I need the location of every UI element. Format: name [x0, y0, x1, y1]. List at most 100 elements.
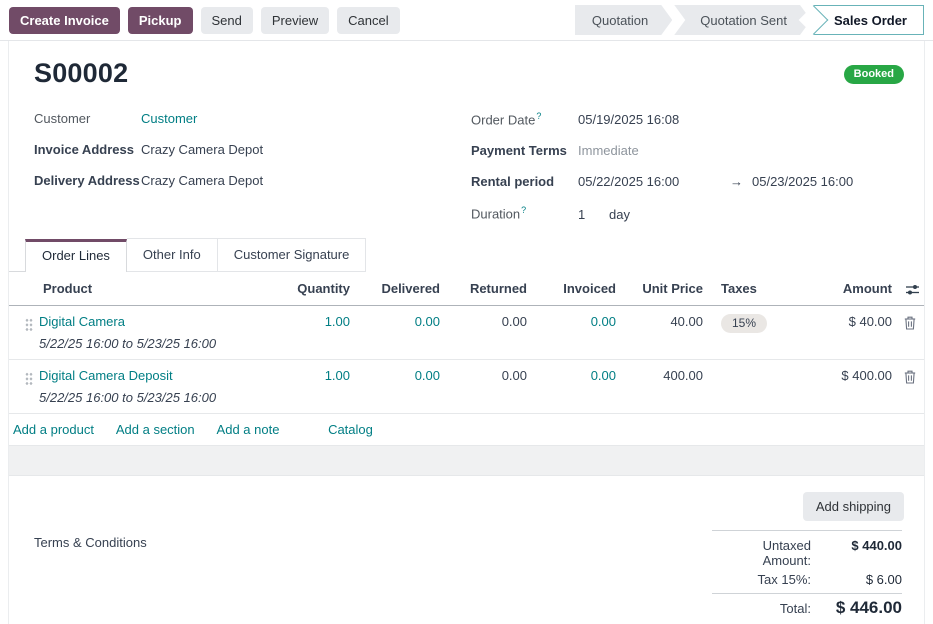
table-row[interactable]: Digital Camera Deposit 5/22/25 16:00 to … — [9, 359, 924, 414]
tab-other-info[interactable]: Other Info — [126, 237, 218, 272]
field-invoice-address: Invoice Address Crazy Camera Depot — [34, 142, 471, 157]
notebook-tabs: Order Lines Other Info Customer Signatur… — [9, 237, 908, 272]
invoiced-cell[interactable]: 0.00 — [590, 313, 616, 329]
field-group-left: Customer Customer Invoice Address Crazy … — [34, 111, 471, 238]
invoice-address-label: Invoice Address — [34, 142, 134, 157]
returned-cell[interactable]: 0.00 — [501, 367, 527, 383]
help-icon[interactable]: ? — [521, 205, 527, 216]
customer-value[interactable]: Customer — [141, 111, 198, 126]
untaxed-amount-value: $ 440.00 — [851, 537, 902, 553]
field-order-date: Order Date? 05/19/2025 16:08 — [471, 111, 900, 127]
rental-period-label: Rental period — [471, 174, 555, 190]
delete-row-button[interactable] — [903, 314, 917, 331]
add-a-section-link[interactable]: Add a section — [115, 421, 195, 437]
trash-icon — [904, 316, 916, 330]
field-rental-period: Rental period 05/22/2025 16:00 → 05/23/2… — [471, 174, 900, 189]
total-row: Total: $ 446.00 — [712, 592, 902, 620]
total-value: $ 446.00 — [835, 597, 902, 617]
returned-column-header[interactable]: Returned — [444, 271, 531, 306]
delivery-address-value[interactable]: Crazy Camera Depot — [141, 173, 264, 188]
totals-block: Untaxed Amount: $ 440.00 Tax 15%: $ 6.00… — [712, 529, 902, 620]
catalog-link[interactable]: Catalog — [328, 421, 373, 437]
order-date-value[interactable]: 05/19/2025 16:08 — [578, 112, 680, 128]
field-customer: Customer Customer — [34, 111, 471, 126]
field-duration: Duration? 1 day — [471, 205, 900, 221]
duration-label: Duration? — [471, 205, 527, 222]
arrow-right-icon: → — [730, 174, 743, 190]
invoiced-cell[interactable]: 0.00 — [590, 367, 616, 383]
add-a-product-link[interactable]: Add a product — [13, 421, 94, 437]
create-invoice-button[interactable]: Create Invoice — [9, 6, 120, 34]
cancel-button[interactable]: Cancel — [337, 6, 400, 34]
delivery-address-label: Delivery Address — [34, 173, 140, 188]
table-header-row: Product Quantity Delivered Returned Invo… — [9, 271, 924, 306]
untaxed-amount-row: Untaxed Amount: $ 440.00 — [712, 529, 902, 570]
tax-row: Tax 15%: $ 6.00 — [712, 570, 902, 589]
product-link[interactable]: Digital Camera — [39, 313, 125, 329]
returned-cell[interactable]: 0.00 — [501, 313, 527, 329]
field-group-right: Order Date? 05/19/2025 16:08 Payment Ter… — [471, 111, 900, 238]
status-step-quotation-sent[interactable]: Quotation Sent — [674, 5, 811, 35]
table-add-row: Add a product Add a section Add a note C… — [9, 413, 924, 446]
drag-handle-icon[interactable] — [25, 371, 33, 385]
duration-value[interactable]: 1 — [578, 206, 586, 222]
payment-terms-label: Payment Terms — [471, 143, 567, 159]
duration-unit: day — [609, 206, 630, 222]
taxes-column-header[interactable]: Taxes — [707, 271, 807, 306]
rental-period-text: 5/22/25 16:00 to 5/23/25 16:00 — [39, 389, 217, 405]
invoiced-column-header[interactable]: Invoiced — [531, 271, 620, 306]
send-button[interactable]: Send — [200, 6, 253, 34]
status-badge: Booked — [843, 65, 904, 84]
field-payment-terms: Payment Terms Immediate — [471, 143, 900, 158]
drag-handle-icon[interactable] — [25, 317, 33, 331]
status-bar: Quotation Quotation Sent Sales Order — [575, 5, 924, 35]
add-a-note-link[interactable]: Add a note — [216, 421, 280, 437]
customer-label: Customer — [34, 111, 91, 126]
sliders-icon[interactable] — [905, 283, 920, 296]
tax-label: Tax 15%: — [757, 571, 811, 587]
order-lines-table: Product Quantity Delivered Returned Invo… — [9, 271, 924, 446]
delete-row-button[interactable] — [903, 368, 917, 385]
status-step-quotation[interactable]: Quotation — [575, 5, 672, 35]
handle-column-header — [9, 271, 35, 306]
toolbar: Create Invoice Pickup Send Preview Cance… — [0, 0, 933, 41]
product-column-header[interactable]: Product — [35, 271, 266, 306]
unit-price-cell[interactable]: 40.00 — [670, 313, 703, 329]
tab-order-lines[interactable]: Order Lines — [25, 238, 127, 272]
quantity-cell[interactable]: 1.00 — [324, 313, 350, 329]
invoice-address-value[interactable]: Crazy Camera Depot — [141, 142, 264, 157]
rental-end-value[interactable]: 05/23/2025 16:00 — [752, 174, 854, 190]
amount-column-header[interactable]: Amount — [807, 271, 896, 306]
form-sheet: S00002 Booked Customer Customer Invoice … — [8, 41, 925, 624]
quantity-column-header[interactable]: Quantity — [266, 271, 354, 306]
payment-terms-value[interactable]: Immediate — [578, 143, 639, 159]
product-link[interactable]: Digital Camera Deposit — [39, 367, 173, 383]
tax-value: $ 6.00 — [865, 571, 902, 587]
pickup-button[interactable]: Pickup — [127, 6, 193, 34]
help-icon[interactable]: ? — [536, 111, 542, 121]
delivered-cell[interactable]: 0.00 — [414, 367, 440, 383]
rental-period-text: 5/22/25 16:00 to 5/23/25 16:00 — [39, 335, 217, 351]
table-row[interactable]: Digital Camera 5/22/25 16:00 to 5/23/25 … — [9, 305, 924, 360]
status-step-sales-order[interactable]: Sales Order — [814, 5, 924, 35]
rental-start-value[interactable]: 05/22/2025 16:00 — [578, 174, 680, 190]
terms-and-conditions[interactable]: Terms & Conditions — [34, 534, 147, 550]
tab-customer-signature[interactable]: Customer Signature — [217, 237, 367, 272]
trash-icon — [904, 370, 916, 384]
total-label: Total: — [779, 600, 811, 616]
untaxed-amount-label: Untaxed Amount: — [762, 537, 811, 568]
amount-cell: $ 40.00 — [848, 313, 892, 329]
unit-price-cell[interactable]: 400.00 — [663, 367, 703, 383]
section-separator — [9, 445, 924, 476]
form-footer: Add shipping Terms & Conditions Untaxed … — [9, 476, 924, 617]
optional-columns-header[interactable] — [896, 271, 924, 306]
delivered-column-header[interactable]: Delivered — [354, 271, 444, 306]
delivered-cell[interactable]: 0.00 — [414, 313, 440, 329]
tax-badge[interactable]: 15% — [721, 313, 768, 333]
order-date-label: Order Date? — [471, 111, 542, 128]
add-shipping-button[interactable]: Add shipping — [802, 491, 904, 521]
preview-button[interactable]: Preview — [260, 6, 330, 34]
unit-price-column-header[interactable]: Unit Price — [620, 271, 707, 306]
quantity-cell[interactable]: 1.00 — [324, 367, 350, 383]
amount-cell: $ 400.00 — [841, 367, 892, 383]
